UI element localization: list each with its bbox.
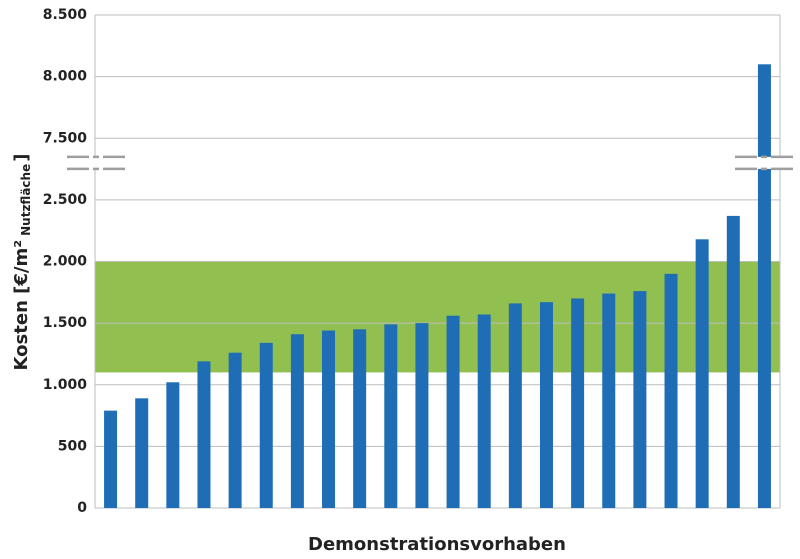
y-title-main: Kosten [€/m² xyxy=(11,240,32,371)
bar xyxy=(290,334,304,508)
y-tick-label: 8.000 xyxy=(43,69,88,85)
bar xyxy=(353,329,367,508)
y-tick-label: 2.500 xyxy=(43,192,88,208)
bar xyxy=(104,410,118,508)
bar xyxy=(384,324,398,508)
bar xyxy=(539,302,553,508)
y-tick-label: 1.500 xyxy=(43,315,88,331)
bar xyxy=(446,315,460,508)
bar xyxy=(166,382,180,508)
axis-break-gap xyxy=(67,156,130,169)
y-axis-title: Kosten [€/m² Nutzfläche] xyxy=(11,154,33,371)
y-tick-label: 1.000 xyxy=(43,377,88,393)
bar xyxy=(508,303,522,508)
bar xyxy=(259,342,273,508)
bar xyxy=(602,293,616,508)
y-tick-label: 0 xyxy=(77,500,87,516)
bar xyxy=(571,298,585,508)
front-layer: 0 500 1.000 1.500 2.000 2.500 7.500 8.000 8.500 xyxy=(43,7,798,516)
bar xyxy=(415,323,429,508)
bar xyxy=(322,330,336,508)
bar xyxy=(726,215,740,508)
bar xyxy=(228,352,242,508)
y-tick-label: 500 xyxy=(58,438,87,454)
y-tick-label: 7.500 xyxy=(43,130,88,146)
bar xyxy=(477,314,491,508)
bar xyxy=(664,273,678,508)
y-tick-label: 8.500 xyxy=(43,7,88,23)
bar xyxy=(695,239,709,508)
y-tick-label: 2.000 xyxy=(43,254,88,270)
bar xyxy=(633,291,647,508)
bar xyxy=(197,361,211,508)
y-title-subscript: Nutzfläche xyxy=(19,164,33,236)
bar xyxy=(135,398,149,508)
y-title-close: ] xyxy=(11,154,32,162)
bar xyxy=(757,64,771,509)
axis-break-gap xyxy=(735,156,798,169)
x-axis-title: Demonstrationsvorhaben xyxy=(308,534,566,555)
marks-layer xyxy=(104,64,771,509)
